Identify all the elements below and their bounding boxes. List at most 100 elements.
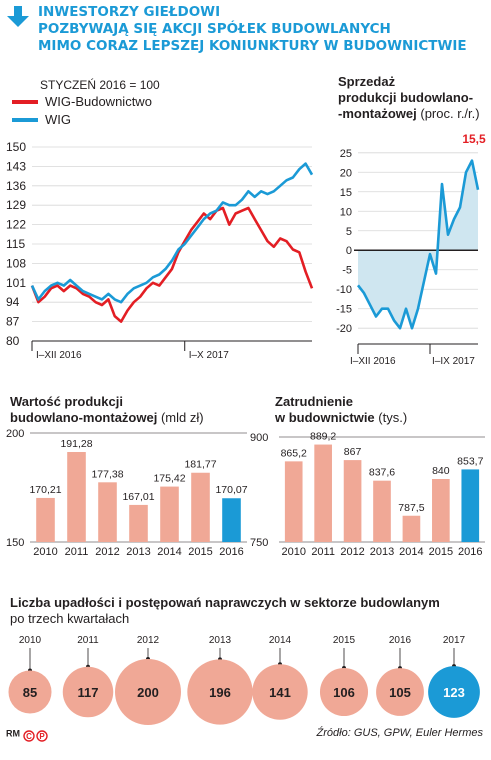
value-value-label: 191,28 xyxy=(60,438,92,450)
sales-unit: (proc. r./r.) xyxy=(420,106,480,121)
brand-text: RM xyxy=(6,728,20,739)
value-category-label: 2013 xyxy=(126,546,150,558)
sales-chart-title: Sprzedaż produkcji budowlano- -montażowe… xyxy=(338,74,480,122)
sales-ytick-label: 10 xyxy=(340,206,352,218)
sales-xlabel-1: I–IX 2017 xyxy=(432,356,475,367)
employment-chart-title: Zatrudnienie w budownictwie (tys.) xyxy=(275,394,407,426)
wig-ytick-label: 108 xyxy=(6,256,26,270)
value-bar xyxy=(36,497,55,542)
bubble-value-label: 85 xyxy=(23,685,37,700)
bubble-value-label: 196 xyxy=(209,685,231,700)
value-bar xyxy=(129,504,148,542)
value-bar-chart: 200 150 170,21 2010 191,28 2011 177,38 2012 167,… xyxy=(6,428,248,558)
sales-ytick-label: -15 xyxy=(336,304,352,316)
value-title-line-1: Wartość produkcji xyxy=(10,394,123,409)
sales-ytick-label: -20 xyxy=(336,323,352,335)
sales-ytick-label: 20 xyxy=(340,167,352,179)
wig-ytick-label: 129 xyxy=(6,198,26,212)
bankruptcy-subtitle: po trzech kwartałach xyxy=(10,611,130,626)
employment-category-label: 2015 xyxy=(429,546,453,558)
employment-unit: (tys.) xyxy=(378,410,408,425)
employment-value-label: 865,2 xyxy=(281,447,307,459)
bubble-value-label: 106 xyxy=(333,685,355,700)
employment-bar xyxy=(314,444,332,542)
employment-bar xyxy=(373,480,391,542)
bubble xyxy=(8,670,52,714)
value-value-label: 167,01 xyxy=(122,491,154,503)
legend-label-0: WIG-Budownictwo xyxy=(45,94,152,109)
wig-note: STYCZEŃ 2016 = 100 xyxy=(40,77,160,92)
sales-ytick-label: -5 xyxy=(342,265,352,277)
wig-xlabel-0: I–XII 2016 xyxy=(36,350,82,361)
wig-ytick-label: 115 xyxy=(6,237,25,251)
sales-title-line-2: produkcji budowlano- xyxy=(338,90,474,105)
source-note: Źródło: GUS, GPW, Euler Hermes xyxy=(316,727,483,739)
headline: INWESTORZY GIEŁDOWI POZBYWAJĄ SIĘ AKCJI … xyxy=(38,4,488,55)
employment-category-label: 2011 xyxy=(311,546,335,558)
employment-value-label: 889,2 xyxy=(310,431,336,443)
value-bar xyxy=(98,482,117,542)
bankruptcy-title: Liczba upadłości i postępowań naprawczyc… xyxy=(10,595,440,610)
employment-title-line-2: w budownictwie xyxy=(275,410,375,425)
bubble-year-label: 2015 xyxy=(333,635,356,646)
value-category-label: 2014 xyxy=(157,546,181,558)
bubble-year-label: 2011 xyxy=(77,635,99,646)
bubble xyxy=(187,659,253,725)
wig-ytick-label: 87 xyxy=(6,315,20,329)
employment-value-label: 853,7 xyxy=(457,455,483,467)
down-arrow-icon xyxy=(7,6,29,27)
value-ytick-label: 150 xyxy=(6,537,24,549)
bankruptcy-bubble-chart: 2010 85 2011 117 2012 200 2013 196 2014 141 2015 10… xyxy=(8,635,480,725)
svg-text:P: P xyxy=(39,732,45,741)
value-value-label: 170,07 xyxy=(215,484,247,496)
legend-label-1: WIG xyxy=(45,112,71,127)
value-category-label: 2010 xyxy=(33,546,57,558)
bubble xyxy=(428,666,480,718)
bubble-year-label: 2014 xyxy=(269,635,292,646)
sales-highlight-label: 15,5 xyxy=(462,132,486,146)
bubble-value-label: 123 xyxy=(443,685,465,700)
bubble xyxy=(115,659,181,725)
wig-ytick-label: 101 xyxy=(6,276,26,290)
sales-title-line-1: Sprzedaż xyxy=(338,74,396,89)
value-value-label: 177,38 xyxy=(91,468,123,480)
bubble xyxy=(62,666,114,718)
wig-series-line-1 xyxy=(30,162,314,304)
value-chart-title: Wartość produkcji budowlano-montażowej (… xyxy=(10,394,204,426)
brand-logo: RM C P xyxy=(6,728,51,742)
bubble-year-label: 2012 xyxy=(137,635,160,646)
employment-bar xyxy=(402,515,421,542)
svg-text:C: C xyxy=(26,732,32,741)
sales-area-chart: 25 20 15 10 5 0 -5 -10 -15 -20 15,5 I–XII 2016 I–IX … xyxy=(336,132,486,367)
employment-value-label: 867 xyxy=(344,446,362,458)
sales-ytick-label: 5 xyxy=(346,226,352,238)
employment-category-label: 2016 xyxy=(458,546,482,558)
wig-ytick-label: 136 xyxy=(6,179,26,193)
employment-title-line-1: Zatrudnienie xyxy=(275,394,354,409)
sales-area-fill xyxy=(358,160,478,329)
employment-category-label: 2014 xyxy=(399,546,423,558)
value-title-line-2: budowlano-montażowej xyxy=(10,410,158,425)
headline-line-2: POZBYWAJĄ SIĘ AKCJI SPÓŁEK BUDOWLANYCH xyxy=(38,21,391,37)
employment-value-label: 787,5 xyxy=(398,502,424,514)
sales-ytick-label: 0 xyxy=(346,245,352,257)
sales-ytick-label: 15 xyxy=(340,187,352,199)
employment-category-label: 2013 xyxy=(370,546,394,558)
value-ytick-label: 200 xyxy=(6,428,24,440)
sales-title-line-3: -montażowej xyxy=(338,106,417,121)
bubble xyxy=(319,667,369,717)
sales-xlabel-0: I–XII 2016 xyxy=(350,356,396,367)
wig-ytick-label: 80 xyxy=(6,334,20,348)
employment-value-label: 837,6 xyxy=(369,467,395,479)
wig-series-line-0 xyxy=(30,206,314,323)
bubble-value-label: 105 xyxy=(389,685,411,700)
value-category-label: 2012 xyxy=(95,546,119,558)
employment-ytick-label: 750 xyxy=(250,537,268,549)
sales-series-line xyxy=(356,159,480,330)
employment-category-label: 2012 xyxy=(340,546,364,558)
wig-ytick-label: 150 xyxy=(6,140,26,154)
value-category-label: 2016 xyxy=(219,546,243,558)
bubble-year-label: 2017 xyxy=(443,635,466,646)
value-value-label: 170,21 xyxy=(29,484,61,496)
